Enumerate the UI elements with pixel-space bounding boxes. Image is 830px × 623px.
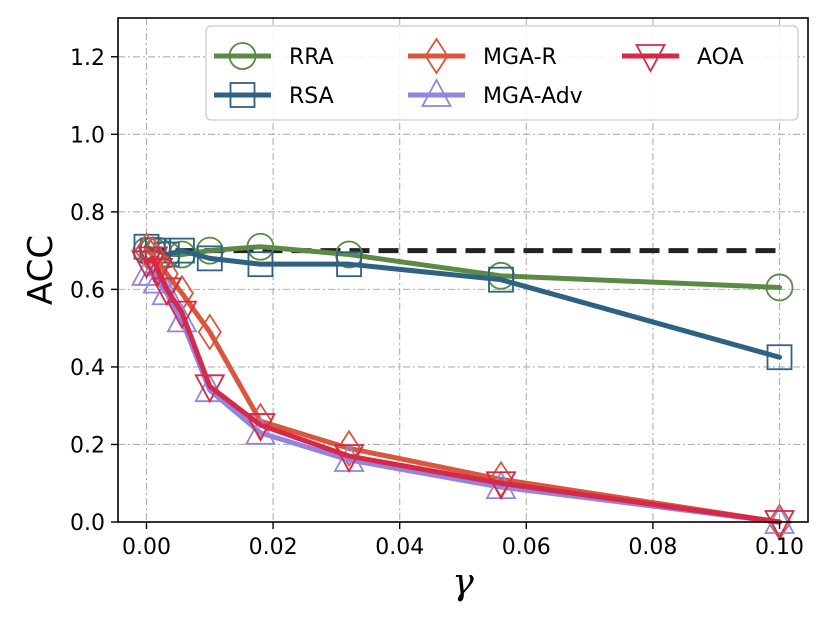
legend-marker-mga-r	[424, 37, 449, 75]
x-tick-label: 0.08	[628, 535, 677, 560]
data-point-rra	[195, 236, 224, 265]
data-point-aoa	[130, 250, 162, 280]
legend-marker-rra	[228, 42, 257, 70]
data-point-rra	[487, 261, 515, 290]
data-point-aoa	[142, 258, 174, 287]
data-point-aoa	[333, 444, 365, 473]
data-point-rsa	[196, 245, 223, 272]
x-tick-label: 0.02	[249, 535, 298, 560]
data-point-mga-r	[336, 429, 362, 467]
data-point-aoa	[194, 374, 226, 404]
legend-box	[205, 25, 799, 121]
y-tick-label: 1.0	[70, 123, 105, 148]
y-tick-label: 0.0	[70, 511, 105, 536]
legend-item-mga-r: MGA-R	[408, 37, 557, 75]
data-point-aoa	[485, 471, 517, 501]
data-point-mga-r	[197, 313, 222, 351]
legend-marker-mga-adv	[420, 78, 453, 107]
data-point-aoa	[166, 300, 198, 330]
data-point-aoa	[151, 277, 183, 307]
y-tick-label: 1.2	[70, 46, 105, 71]
data-point-rsa	[766, 344, 793, 371]
legend-item-mga-adv: MGA-Adv	[408, 78, 583, 109]
data-point-rra	[765, 273, 794, 302]
x-axis-title: γ	[452, 562, 474, 603]
x-tick-label: 0.00	[122, 535, 171, 560]
legend-label-mga-r: MGA-R	[483, 45, 557, 70]
legend-label-mga-adv: MGA-Adv	[483, 84, 583, 109]
data-point-mga-adv	[166, 303, 198, 333]
legend-marker-rsa	[229, 82, 256, 108]
data-point-rsa	[488, 266, 514, 293]
x-tick-label: 0.06	[502, 535, 551, 560]
data-point-aoa	[764, 510, 796, 539]
data-point-rra	[335, 240, 363, 269]
legend-label-rra: RRA	[289, 45, 334, 70]
legend-label-aoa: AOA	[697, 45, 744, 70]
legend-label-rsa: RSA	[289, 84, 334, 109]
y-tick-label: 0.2	[70, 433, 105, 458]
series-layer	[130, 231, 796, 541]
legend-item-rra: RRA	[214, 42, 334, 70]
data-point-mga-r	[134, 231, 159, 270]
y-tick-label: 0.4	[70, 356, 105, 381]
data-point-rra	[246, 232, 275, 261]
data-point-aoa	[244, 413, 276, 442]
data-point-rsa	[247, 251, 274, 278]
series-line-aoa	[143, 255, 783, 525]
legend-item-aoa: AOA	[622, 44, 744, 73]
x-tick-label: 0.04	[375, 535, 424, 560]
data-point-aoa	[137, 246, 169, 276]
y-axis-title: ACC	[21, 235, 61, 305]
y-tick-label: 0.6	[70, 278, 105, 303]
y-tick-label: 0.8	[70, 201, 105, 226]
axis-ticks: 0.00 0.02 0.04 0.06 0.08 0.10 0.0 0.2 0.4 0.6 0.8 1…	[70, 46, 804, 560]
data-point-mga-adv	[244, 415, 276, 445]
series-aoa	[130, 246, 796, 539]
data-point-rsa	[169, 237, 195, 264]
data-point-mga-r	[767, 503, 792, 541]
x-tick-label: 0.10	[755, 535, 804, 560]
legend-marker-aoa	[634, 44, 667, 73]
legend-item-rsa: RSA	[214, 82, 334, 109]
data-point-rsa	[336, 251, 362, 278]
legend: RRA RSA MGA-R MGA-Adv AOA	[205, 25, 799, 121]
plot-frame	[117, 17, 809, 523]
